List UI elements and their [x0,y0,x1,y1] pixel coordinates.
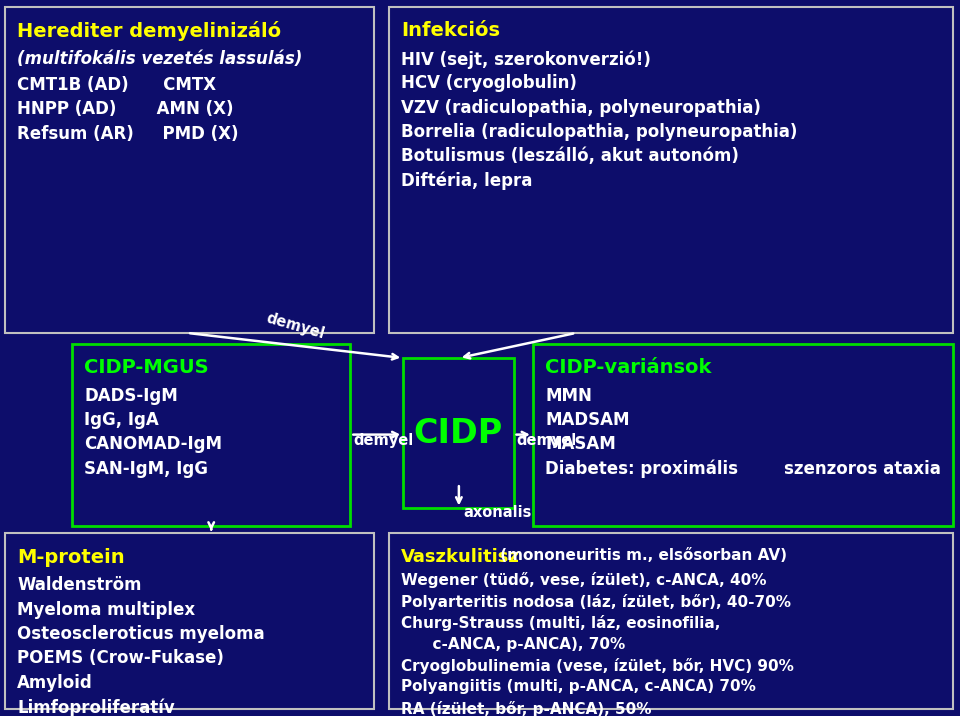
Text: CIDP: CIDP [414,417,503,450]
Text: Refsum (AR)     PMD (X): Refsum (AR) PMD (X) [17,125,239,142]
FancyBboxPatch shape [389,533,953,709]
Text: c-ANCA, p-ANCA), 70%: c-ANCA, p-ANCA), 70% [401,637,626,652]
Text: (multifokális vezetés lassulás): (multifokális vezetés lassulás) [17,50,302,68]
Text: MADSAM: MADSAM [545,411,630,429]
Text: M-protein: M-protein [17,548,125,567]
Text: HNPP (AD)       AMN (X): HNPP (AD) AMN (X) [17,100,234,118]
Text: Cryoglobulinemia (vese, ízület, bőr, HVC) 90%: Cryoglobulinemia (vese, ízület, bőr, HVC… [401,658,794,674]
Text: CMT1B (AD)      CMTX: CMT1B (AD) CMTX [17,76,216,94]
FancyBboxPatch shape [389,7,953,333]
Text: Limfoproliferatív: Limfoproliferatív [17,698,175,716]
Text: axonalis: axonalis [464,505,532,520]
FancyBboxPatch shape [533,344,953,526]
Text: Diftéria, lepra: Diftéria, lepra [401,172,533,190]
Text: Wegener (tüdő, vese, ízület), c-ANCA, 40%: Wegener (tüdő, vese, ízület), c-ANCA, 40… [401,572,767,588]
Text: Vaszkulitisz: Vaszkulitisz [401,548,520,566]
Text: Infekciós: Infekciós [401,21,500,41]
Text: demyel: demyel [264,311,326,342]
Text: HIV (sejt, szerokonverzió!): HIV (sejt, szerokonverzió!) [401,50,651,69]
FancyBboxPatch shape [72,344,350,526]
Text: Botulismus (leszálló, akut autonóm): Botulismus (leszálló, akut autonóm) [401,147,739,165]
Text: demyel: demyel [516,433,577,448]
Text: Polyangiitis (multi, p-ANCA, c-ANCA) 70%: Polyangiitis (multi, p-ANCA, c-ANCA) 70% [401,679,756,695]
FancyBboxPatch shape [5,533,374,709]
Text: VZV (radiculopathia, polyneuropathia): VZV (radiculopathia, polyneuropathia) [401,99,761,117]
Text: Diabetes: proximális        szenzoros ataxia: Diabetes: proximális szenzoros ataxia [545,460,941,478]
Text: HCV (cryoglobulin): HCV (cryoglobulin) [401,74,577,92]
Text: Amyloid: Amyloid [17,674,93,692]
Text: Osteoscleroticus myeloma: Osteoscleroticus myeloma [17,625,265,643]
Text: SAN-IgM, IgG: SAN-IgM, IgG [84,460,208,478]
Text: (mononeuritis m., elsősorban AV): (mononeuritis m., elsősorban AV) [495,548,787,563]
Text: Borrelia (radiculopathia, polyneuropathia): Borrelia (radiculopathia, polyneuropathi… [401,123,798,141]
Text: CANOMAD-IgM: CANOMAD-IgM [84,435,223,453]
Text: MASAM: MASAM [545,435,616,453]
FancyBboxPatch shape [403,358,514,508]
Text: IgG, IgA: IgG, IgA [84,411,159,429]
Text: Polyarteritis nodosa (láz, ízület, bőr), 40-70%: Polyarteritis nodosa (láz, ízület, bőr),… [401,594,791,609]
Text: POEMS (Crow-Fukase): POEMS (Crow-Fukase) [17,649,224,667]
Text: CIDP-MGUS: CIDP-MGUS [84,358,209,377]
Text: demyel: demyel [353,433,414,448]
Text: Myeloma multiplex: Myeloma multiplex [17,601,196,619]
Text: MMN: MMN [545,387,592,405]
Text: Herediter demyelinizáló: Herediter demyelinizáló [17,21,281,42]
Text: DADS-IgM: DADS-IgM [84,387,179,405]
Text: CIDP-variánsok: CIDP-variánsok [545,358,711,377]
Text: Waldenström: Waldenström [17,576,142,594]
Text: RA (ízület, bőr, p-ANCA), 50%: RA (ízület, bőr, p-ANCA), 50% [401,701,652,716]
FancyBboxPatch shape [5,7,374,333]
Text: Churg-Strauss (multi, láz, eosinofilia,: Churg-Strauss (multi, láz, eosinofilia, [401,615,721,631]
